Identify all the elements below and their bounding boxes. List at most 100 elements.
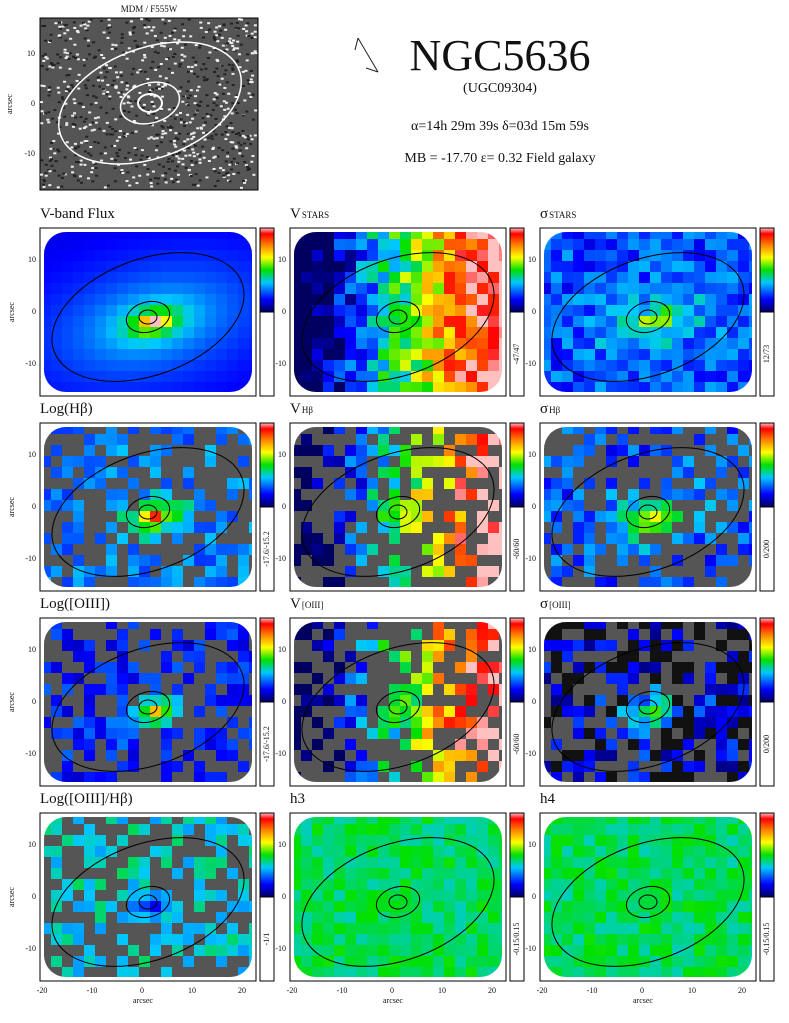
map-cell: [606, 629, 618, 641]
map-cell: [562, 717, 574, 729]
map-cell: [73, 868, 85, 880]
map-cell: [411, 750, 423, 762]
map-cell: [334, 467, 346, 479]
noise: [47, 111, 51, 114]
map-cell: [617, 566, 629, 578]
noise: [239, 186, 243, 189]
map-cell: [389, 901, 401, 913]
noise: [173, 52, 177, 55]
map-cell: [477, 250, 489, 262]
map-cell: [466, 327, 478, 339]
map-cell: [455, 305, 467, 317]
noise: [232, 173, 236, 176]
map-cell: [738, 544, 750, 556]
map-cell: [139, 544, 151, 556]
map-cell: [639, 239, 651, 251]
map-cell: [312, 651, 324, 663]
map-cell: [44, 511, 52, 523]
map-cell: [617, 533, 629, 545]
noise: [85, 141, 89, 144]
map-cell: [672, 835, 684, 847]
map-cell: [301, 382, 313, 392]
map-cell: [161, 934, 173, 946]
map-cell: [205, 427, 217, 435]
map-cell: [62, 544, 74, 556]
map-cell: [194, 232, 206, 240]
noise: [40, 84, 44, 87]
map-cell: [44, 717, 52, 729]
map-cell: [584, 489, 596, 501]
noise: [52, 64, 56, 67]
map-cell: [562, 772, 574, 782]
map-cell: [150, 651, 162, 663]
map-cell: [323, 728, 335, 740]
map-cell: [172, 283, 184, 295]
map-cell: [139, 629, 151, 641]
noise: [196, 75, 200, 78]
map-cell: [661, 868, 673, 880]
noise: [146, 109, 150, 112]
map-cell: [389, 879, 401, 891]
map-cell: [606, 673, 618, 685]
map-cell: [716, 283, 728, 295]
map-cell: [661, 750, 673, 762]
map-cell: [551, 868, 563, 880]
noise: [193, 72, 197, 75]
map-cell: [73, 338, 85, 350]
map-cell: [205, 232, 217, 240]
map-cell: [345, 684, 357, 696]
map-cell: [661, 533, 673, 545]
map-cell: [150, 360, 162, 372]
map-cell: [294, 879, 302, 891]
map-cell: [389, 824, 401, 836]
map-cell: [172, 566, 184, 578]
map-cell: [551, 371, 563, 383]
map-cell: [84, 456, 96, 468]
noise: [66, 52, 70, 55]
map-cell: [584, 772, 596, 782]
noise: [92, 161, 96, 164]
noise: [45, 68, 49, 71]
map-cell: [749, 739, 752, 751]
noise: [102, 67, 106, 70]
map-cell: [216, 522, 228, 534]
y-tick-label: 0: [532, 307, 536, 316]
map-cell: [389, 622, 401, 630]
map-cell: [106, 824, 118, 836]
map-cell: [444, 434, 456, 446]
noise: [50, 141, 54, 144]
map-cell: [683, 467, 695, 479]
map-cell: [694, 261, 706, 273]
map-cell: [749, 706, 752, 718]
map-cell: [584, 283, 596, 295]
map-cell: [294, 338, 302, 350]
map-cell: [294, 316, 302, 328]
noise: [97, 49, 101, 52]
map-cell: [617, 382, 629, 392]
noise: [74, 147, 78, 150]
noise: [123, 132, 127, 135]
map-cell: [661, 956, 673, 968]
map-cell: [400, 250, 412, 262]
noise: [149, 89, 153, 92]
noise: [146, 113, 150, 116]
map-cell: [389, 555, 401, 567]
noise: [212, 156, 216, 159]
map-cell: [345, 673, 357, 685]
map-cell: [400, 544, 412, 556]
map-cell: [422, 857, 434, 869]
map-cell: [499, 728, 502, 740]
map-cell: [106, 232, 118, 240]
map-cell: [433, 500, 445, 512]
map-cell: [216, 250, 228, 262]
map-cell: [51, 879, 63, 891]
map-cell: [51, 272, 63, 284]
map-cell: [433, 577, 445, 587]
noise: [71, 125, 75, 128]
map-cell: [455, 316, 467, 328]
map-cell: [628, 662, 640, 674]
map-cell: [422, 673, 434, 685]
map-cell: [389, 283, 401, 295]
map-cell: [312, 294, 324, 306]
map-cell: [727, 338, 739, 350]
